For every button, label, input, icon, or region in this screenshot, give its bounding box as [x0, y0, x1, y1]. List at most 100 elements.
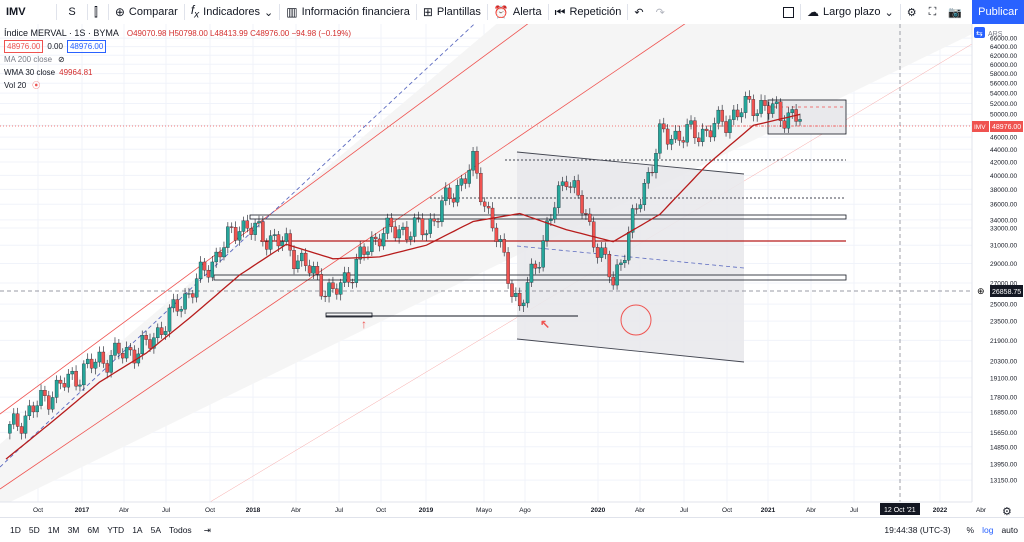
auto-toggle[interactable]: auto	[1001, 525, 1018, 535]
candle-up	[156, 327, 160, 338]
fullscreen-toggle[interactable]	[777, 0, 800, 24]
bottom-right-controls: 19:44:38 (UTC-3) % log auto	[884, 525, 1018, 535]
currency-toggle[interactable]	[974, 27, 985, 38]
candle-down	[576, 180, 580, 196]
currency-badge[interactable]: ⇆ ARS	[974, 27, 1003, 38]
candle-up	[268, 235, 273, 250]
timeframe-1d[interactable]: 1D	[10, 525, 21, 535]
date-range-icon[interactable]: ⇥	[203, 524, 211, 535]
candle-up	[728, 119, 732, 133]
bid-box[interactable]: 48976.00	[4, 40, 44, 53]
chart-style-button[interactable]: ⫿	[88, 0, 108, 24]
axis-settings-icon[interactable]: ⚙	[1002, 506, 1012, 517]
candle-up	[428, 218, 432, 234]
legend-ma-row: MA 200 close ⊘	[4, 53, 351, 66]
toolbar-divider	[87, 4, 88, 20]
price-tick-label: 27000.00	[990, 281, 1017, 288]
undo-button[interactable]: ↶	[628, 0, 649, 24]
price-tick-label: 17800.00	[990, 395, 1017, 402]
replay-label: Repetición	[569, 6, 622, 18]
crosshair-price-marker: ⊕ 26858.75	[977, 285, 1023, 297]
percent-toggle[interactable]: %	[966, 525, 975, 535]
price-tick-label: 33000.00	[990, 226, 1017, 233]
expand-icon: ⛶	[928, 5, 937, 18]
chevron-down-icon: ⌄	[264, 6, 274, 19]
candle-up	[93, 361, 98, 369]
candle-up	[521, 302, 526, 307]
timeframe-1a[interactable]: 1A	[132, 525, 143, 535]
indicators-button[interactable]: fx Indicadores ⌄	[185, 0, 279, 24]
candle-up	[237, 231, 242, 241]
candle-up	[658, 123, 662, 154]
price-tick-label: 64000.00	[990, 44, 1017, 51]
snapshot-button[interactable]: 📷	[942, 0, 968, 24]
templates-button[interactable]: ⊞ Plantillas	[417, 0, 487, 24]
price-tick-label: 42000.00	[990, 159, 1017, 166]
candle-down	[708, 130, 713, 138]
price-tick-label: 36000.00	[990, 202, 1017, 209]
layout-button[interactable]: ☁ Largo plazo ⌄	[801, 0, 900, 24]
time-tick-label: Abr	[635, 507, 646, 514]
timeframe-3m[interactable]: 3M	[67, 525, 80, 535]
square-icon	[783, 6, 794, 18]
timeframe-1m[interactable]: 1M	[47, 525, 60, 535]
redo-button[interactable]: ↷	[650, 0, 671, 24]
interval-button[interactable]: S	[68, 6, 76, 18]
candle-up	[167, 307, 172, 332]
time-cursor-tag	[880, 503, 920, 515]
time-tick-label: Jul	[335, 507, 344, 514]
candle-up	[124, 347, 129, 359]
log-toggle[interactable]: log	[982, 525, 994, 535]
candle-down	[288, 233, 292, 251]
price-tick-label: 40000.00	[990, 173, 1017, 180]
timeframe-5d[interactable]: 5D	[28, 525, 40, 535]
price-tick-label: 54000.00	[990, 91, 1017, 98]
compare-label: Comparar	[128, 6, 178, 18]
publish-button[interactable]: Publicar	[972, 0, 1024, 24]
candle-down	[533, 263, 538, 269]
symbol-tag	[972, 121, 989, 132]
symbol-search[interactable]: IMV	[6, 6, 26, 18]
ask-box[interactable]: 48976.00	[66, 40, 107, 53]
time-tick-label: Ago	[519, 507, 531, 514]
candle-up	[12, 413, 16, 425]
candle-up	[97, 351, 102, 363]
timeframe-ytd[interactable]: YTD	[107, 525, 125, 535]
time-cursor-text: 12 Oct '21	[884, 507, 916, 514]
candle-up	[646, 171, 650, 184]
candle-up	[467, 170, 471, 184]
clock[interactable]: 19:44:38 (UTC-3)	[884, 525, 951, 535]
wma-label: WMA 30 close	[4, 68, 56, 77]
candle-up	[113, 342, 117, 356]
price-tick-label: 62000.00	[990, 53, 1017, 60]
alert-button[interactable]: ⏰ Alerta	[488, 0, 548, 24]
desc-channel-mid	[516, 245, 745, 269]
candle-down	[19, 426, 24, 434]
legend-title: Índice MERVAL · 1S · BYMA	[4, 28, 119, 38]
timeframe-5a[interactable]: 5A	[150, 525, 161, 535]
candle-up	[716, 109, 721, 124]
settings-button[interactable]: ⚙	[901, 0, 923, 24]
price-tick-label: 13950.00	[990, 461, 1017, 468]
timeframe-6m[interactable]: 6M	[87, 525, 100, 535]
candle-up	[66, 373, 71, 388]
compare-button[interactable]: ⊕ Comparar	[109, 0, 184, 24]
bottom-support-zone	[325, 312, 373, 318]
legend-ohlc: O49070.98 H50798.00 L48413.99 C48976.00 …	[126, 29, 352, 38]
candle-up	[370, 236, 374, 252]
cloud-icon: ☁	[807, 5, 819, 19]
fullscreen-button[interactable]: ⛶	[923, 0, 943, 24]
candle-down	[245, 220, 250, 229]
financials-button[interactable]: ▥ Información financiera	[280, 0, 416, 24]
toolbar-divider	[279, 4, 281, 20]
candle-up	[54, 379, 59, 398]
replay-button[interactable]: ⏮ Repetición	[549, 0, 628, 24]
candle-down	[603, 247, 608, 255]
candle-up	[409, 236, 413, 240]
resistance-zone-upper	[249, 214, 847, 220]
timeframe-todos[interactable]: Todos	[169, 525, 192, 535]
eye-off-icon[interactable]: ⊘	[58, 55, 65, 64]
candle-up	[296, 260, 300, 270]
candle-up	[226, 226, 230, 248]
